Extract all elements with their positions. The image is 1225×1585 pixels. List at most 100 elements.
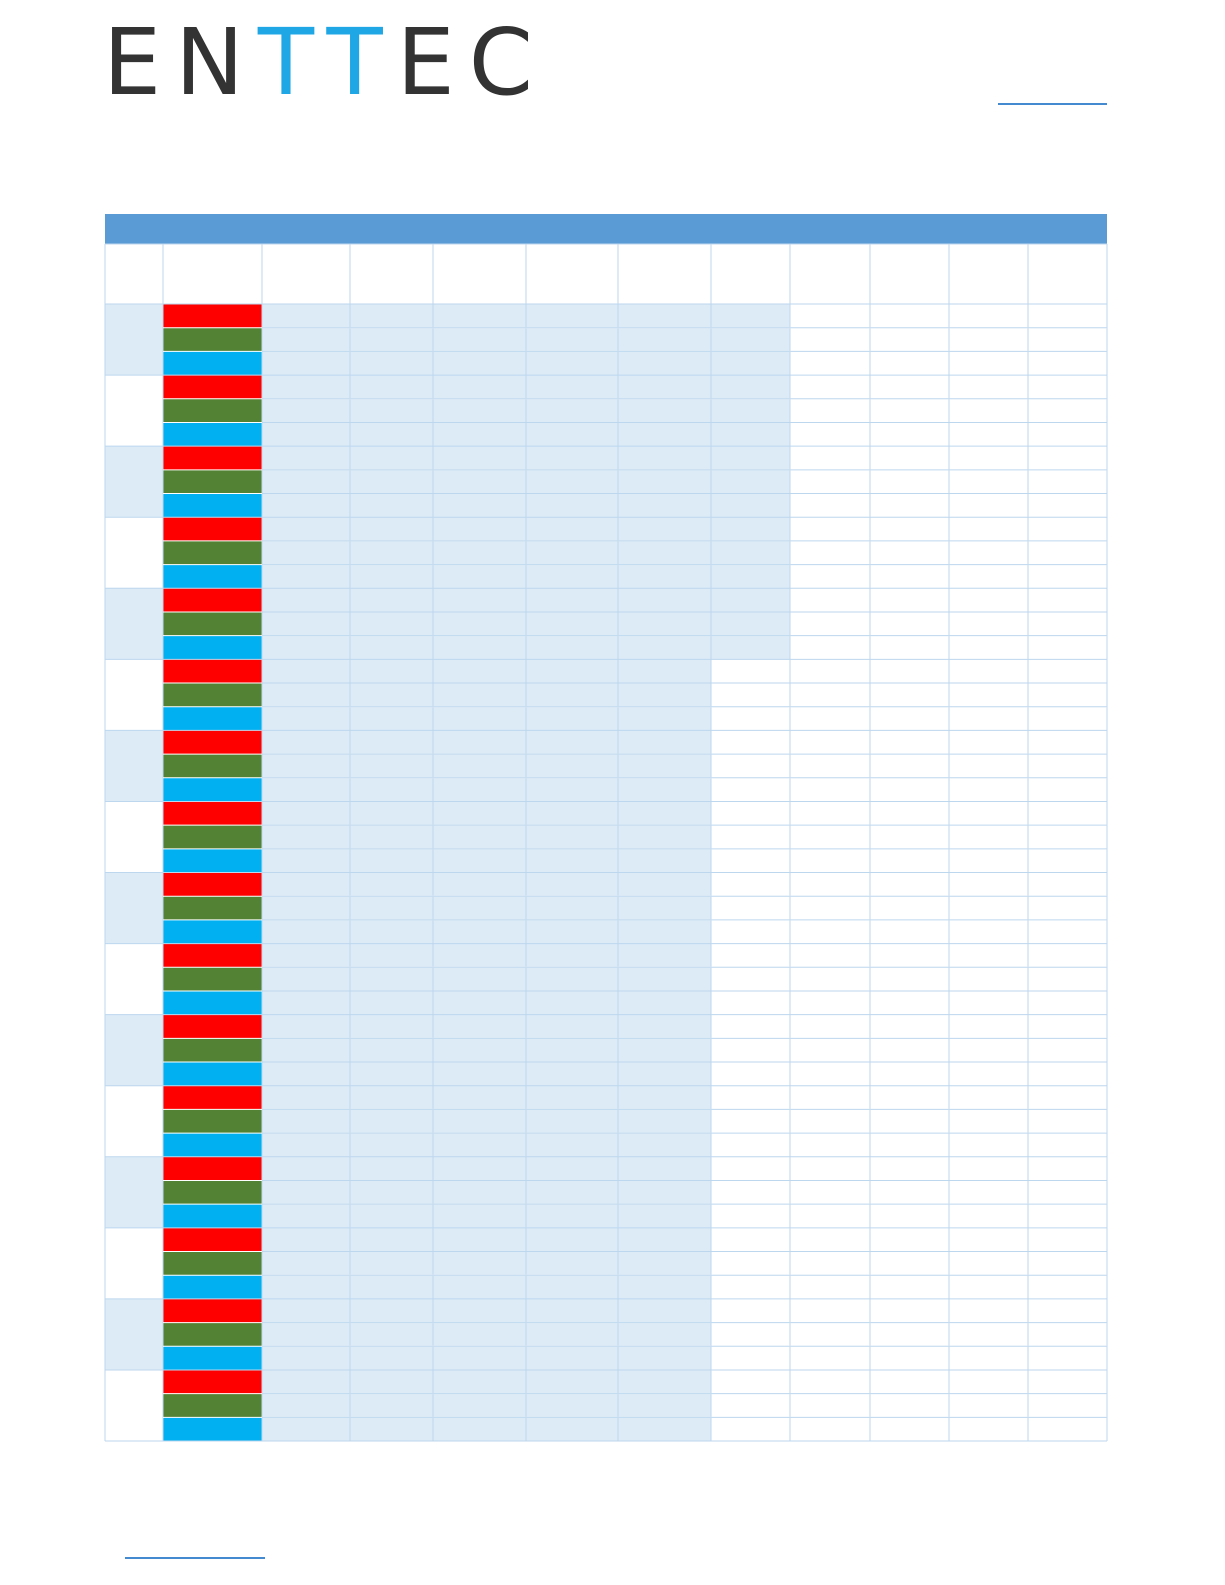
color-cell	[163, 1369, 262, 1394]
color-cell	[163, 754, 262, 778]
shaded-cell	[262, 517, 711, 541]
shaded-cell	[262, 872, 711, 897]
shaded-cell	[262, 1038, 711, 1062]
shaded-cell	[262, 801, 711, 826]
color-cell	[163, 1109, 262, 1134]
color-cell	[163, 1322, 262, 1347]
color-cell	[163, 588, 262, 612]
shaded-cell	[262, 351, 711, 376]
color-cell	[163, 825, 262, 849]
shaded-cell	[711, 540, 790, 565]
color-cell	[163, 351, 262, 376]
color-cell	[163, 1085, 262, 1110]
color-cell	[163, 943, 262, 968]
group-cell	[105, 304, 163, 376]
shaded-cell	[262, 564, 711, 589]
shaded-cell	[262, 919, 711, 944]
shaded-cell	[262, 446, 711, 470]
shaded-cell	[711, 635, 790, 660]
group-cell	[105, 446, 163, 518]
color-cell	[163, 1038, 262, 1062]
shaded-cell	[262, 1085, 711, 1110]
color-cell	[163, 1227, 262, 1252]
shaded-cell	[262, 990, 711, 1015]
table-title-bar	[105, 214, 1107, 244]
color-cell	[163, 517, 262, 541]
shaded-cell	[262, 1275, 711, 1299]
shaded-cell	[711, 611, 790, 636]
color-cell	[163, 1417, 262, 1441]
color-cell	[163, 896, 262, 920]
shaded-cell	[262, 1180, 711, 1205]
shaded-cell	[262, 1322, 711, 1347]
shaded-cell	[262, 730, 711, 755]
shaded-cell	[711, 469, 790, 494]
shaded-cell	[711, 422, 790, 447]
color-cell	[163, 398, 262, 423]
shaded-cell	[262, 1369, 711, 1394]
shaded-cell	[262, 754, 711, 778]
group-cell	[105, 588, 163, 660]
color-cell	[163, 422, 262, 447]
shaded-cell	[262, 540, 711, 565]
shaded-cell	[262, 635, 711, 660]
shaded-cell	[262, 611, 711, 636]
shaded-cell	[262, 1393, 711, 1418]
color-cell	[163, 375, 262, 399]
shaded-cell	[262, 493, 711, 518]
shaded-cell	[262, 1298, 711, 1323]
color-cell	[163, 1062, 262, 1086]
color-cell	[163, 1346, 262, 1370]
color-cell	[163, 659, 262, 683]
shaded-cell	[262, 1417, 711, 1441]
shaded-cell	[262, 1204, 711, 1228]
color-cell	[163, 990, 262, 1015]
shaded-cell	[262, 1251, 711, 1276]
logo-part: EC	[397, 9, 533, 116]
color-cell	[163, 801, 262, 826]
shaded-cell	[262, 943, 711, 968]
shaded-cell	[262, 1109, 711, 1134]
shaded-cell	[262, 967, 711, 991]
shaded-cell	[262, 777, 711, 802]
color-cell	[163, 469, 262, 494]
shaded-cell	[262, 1133, 711, 1157]
color-cell	[163, 493, 262, 518]
shaded-cell	[711, 493, 790, 518]
shaded-cell	[711, 398, 790, 423]
shaded-cell	[262, 588, 711, 612]
group-cell	[105, 730, 163, 802]
table	[104, 214, 1108, 1442]
color-cell	[163, 706, 262, 731]
group-cell	[105, 1014, 163, 1086]
shaded-cell	[711, 517, 790, 541]
group-cell	[105, 1298, 163, 1370]
shaded-cell	[262, 848, 711, 873]
shaded-cell	[262, 304, 711, 328]
color-cell	[163, 1275, 262, 1299]
shaded-cell	[262, 327, 711, 352]
shaded-cell	[262, 896, 711, 920]
color-cell	[163, 1180, 262, 1205]
shaded-cell	[711, 446, 790, 470]
color-cell	[163, 1133, 262, 1157]
shaded-cell	[262, 683, 711, 707]
logo-part: EN	[103, 9, 244, 116]
color-cell	[163, 848, 262, 873]
shaded-cell	[262, 1227, 711, 1252]
shaded-cell	[262, 1156, 711, 1181]
color-cell	[163, 683, 262, 707]
group-cell	[105, 1156, 163, 1228]
shaded-cell	[711, 327, 790, 352]
shaded-cell	[262, 659, 711, 683]
shaded-cell	[262, 825, 711, 849]
color-cell	[163, 540, 262, 565]
color-cell	[163, 1251, 262, 1276]
shaded-cell	[711, 304, 790, 328]
color-cell	[163, 1298, 262, 1323]
shaded-cell	[262, 375, 711, 399]
color-cell	[163, 730, 262, 755]
color-cell	[163, 1204, 262, 1228]
color-cell	[163, 872, 262, 897]
